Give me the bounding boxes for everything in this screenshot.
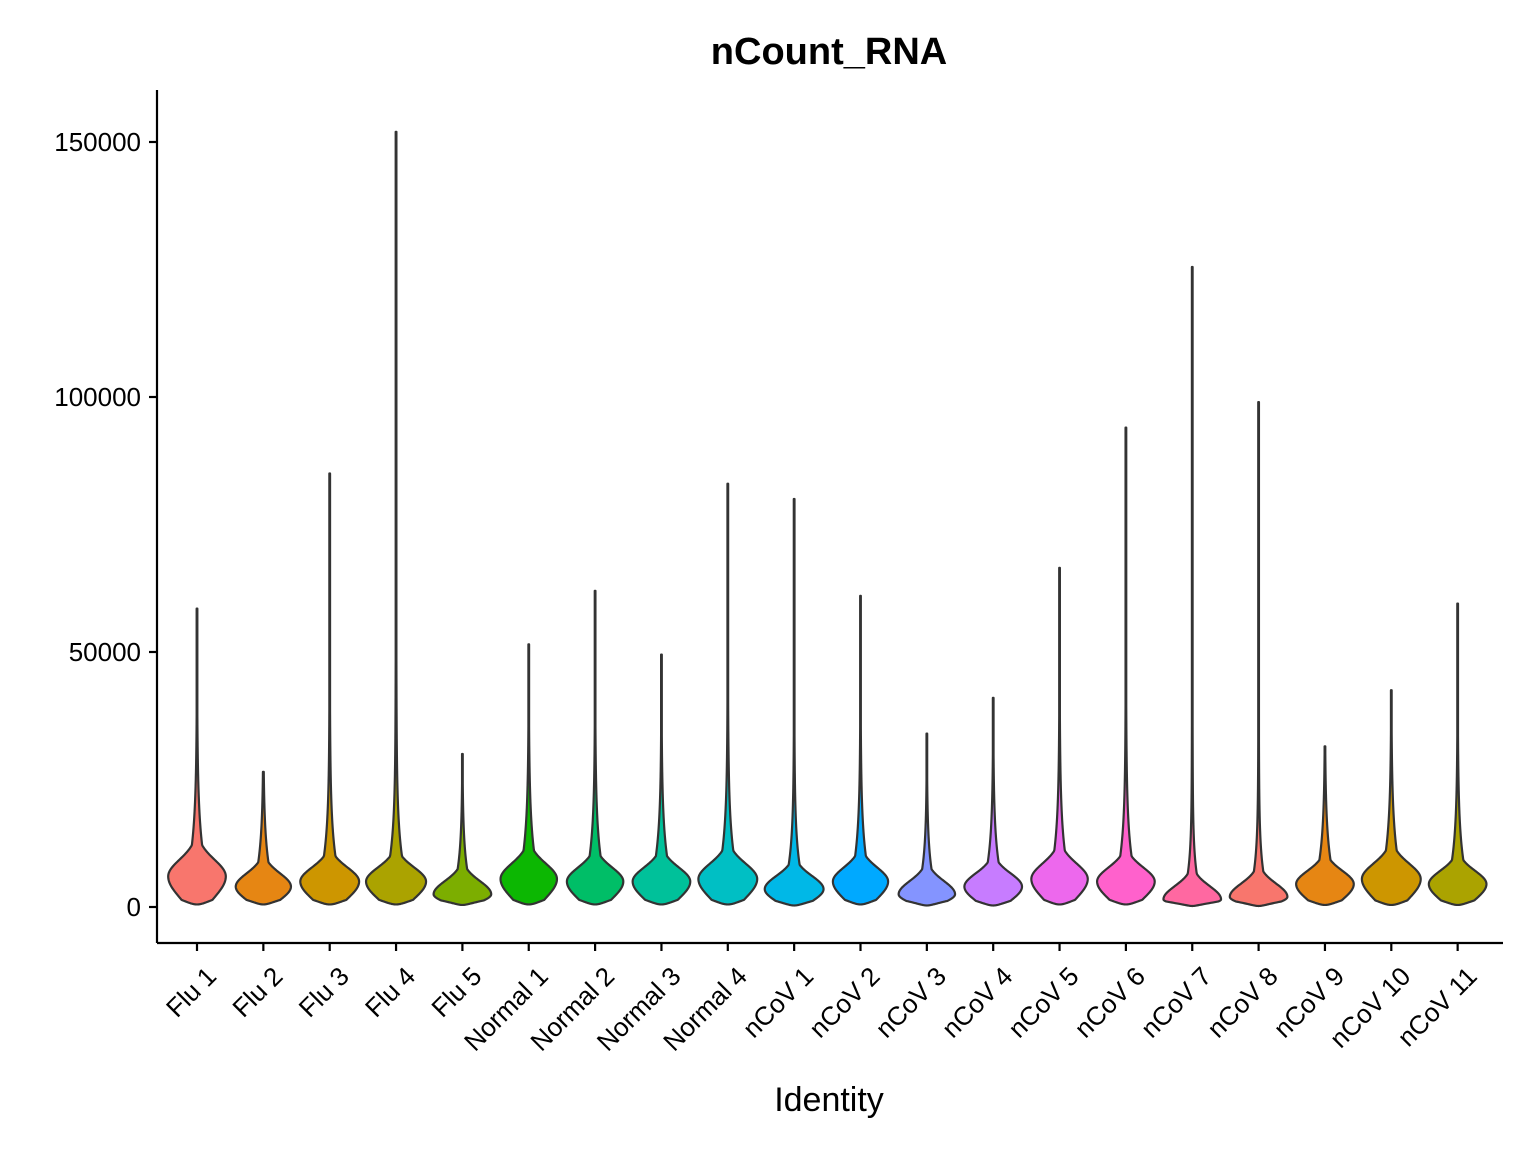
- violin-normal-4: [697, 482, 759, 906]
- x-tick-label: Flu 1: [160, 961, 222, 1023]
- violin-normal-1: [499, 643, 559, 906]
- x-tick-label: nCoV 3: [869, 961, 952, 1044]
- x-tick-label: Flu 4: [359, 961, 421, 1023]
- violin-ncov-11: [1427, 602, 1488, 907]
- violin-ncov-7: [1162, 265, 1223, 908]
- violin-ncov-3: [897, 732, 957, 907]
- chart-title: nCount_RNA: [711, 31, 947, 73]
- violin-ncov-9: [1295, 745, 1355, 907]
- y-tick-label: 50000: [69, 637, 141, 667]
- y-tick-label: 0: [127, 892, 141, 922]
- violin-flu-5: [432, 752, 493, 907]
- x-tick-label: nCoV 8: [1201, 961, 1284, 1044]
- violin-flu-2: [234, 770, 293, 906]
- violins-group: [167, 130, 1488, 908]
- violin-ncov-10: [1360, 689, 1422, 907]
- y-tick-label: 100000: [54, 382, 141, 412]
- violin-normal-2: [565, 589, 625, 906]
- x-tick-label: nCoV 4: [936, 961, 1019, 1044]
- x-tick-label: Flu 5: [425, 961, 487, 1023]
- violin-ncov-6: [1096, 426, 1156, 906]
- x-tick-label: nCoV 2: [803, 961, 886, 1044]
- violin-ncov-2: [831, 594, 890, 906]
- x-axis-title: Identity: [774, 1081, 884, 1119]
- violin-ncov-4: [963, 696, 1024, 907]
- x-tick-label: nCoV 6: [1068, 961, 1151, 1044]
- violin-flu-4: [364, 130, 428, 906]
- x-tick-label: Flu 2: [226, 961, 288, 1023]
- x-tick-label: nCoV 5: [1002, 961, 1085, 1044]
- violin-ncov-8: [1228, 401, 1289, 908]
- violin-flu-3: [299, 472, 361, 906]
- x-tick-label: nCoV 1: [737, 961, 820, 1044]
- violin-ncov-1: [763, 497, 825, 907]
- violin-flu-1: [167, 607, 227, 906]
- x-tick-label: Flu 3: [293, 961, 355, 1023]
- y-axis: 0 50000 100000 150000: [54, 90, 159, 943]
- violin-ncov-5: [1030, 566, 1089, 906]
- y-tick-label: 150000: [54, 127, 141, 157]
- violin-normal-3: [631, 653, 692, 906]
- x-tick-label: nCoV 7: [1135, 961, 1218, 1044]
